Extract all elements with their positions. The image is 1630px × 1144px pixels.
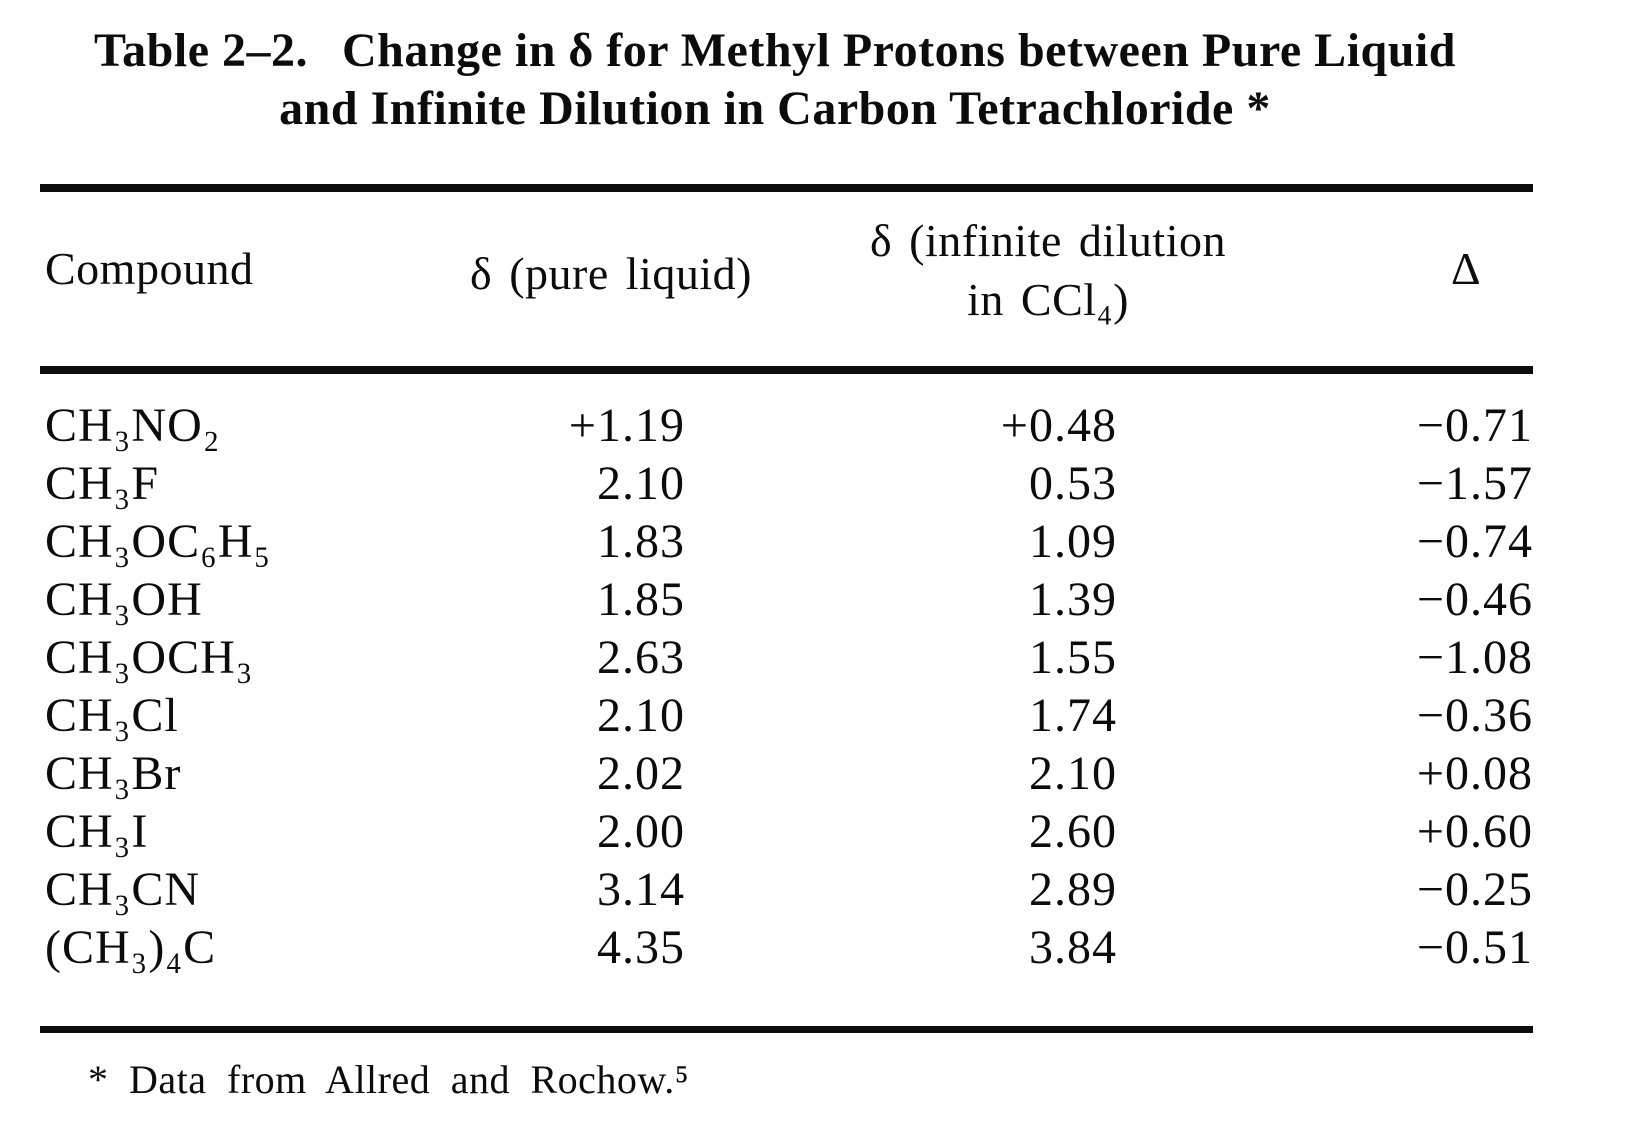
header-pure-liquid: δ (pure liquid) xyxy=(470,248,752,299)
delta-cell: −0.36 xyxy=(1416,688,1533,742)
table-row: CH₃OH 1.85 1.39 −0.46 xyxy=(40,570,1533,628)
delta-cell: −0.74 xyxy=(1416,514,1533,568)
table-row: CH₃Br 2.02 2.10 +0.08 xyxy=(40,744,1533,802)
table-row: CH₃Cl 2.10 1.74 −0.36 xyxy=(40,686,1533,744)
delta-cell: −0.71 xyxy=(1416,398,1533,452)
pure-liquid-cell: 2.10 xyxy=(597,688,685,742)
header-infinite-dilution-line2: in CCl₄) xyxy=(967,274,1129,325)
delta-cell: −0.46 xyxy=(1416,572,1533,626)
table-row: CH₃CN 3.14 2.89 −0.25 xyxy=(40,860,1533,918)
pure-liquid-cell: +1.19 xyxy=(568,398,685,452)
compound-cell: CH₃OC₆H₅ xyxy=(45,514,272,568)
header-infinite-dilution: δ (infinite dilution in CCl₄) xyxy=(870,211,1226,329)
delta-cell: +0.08 xyxy=(1416,746,1533,800)
pure-liquid-cell: 1.85 xyxy=(597,572,685,626)
compound-cell: (CH₃)₄C xyxy=(45,920,217,974)
infinite-dilution-cell: 2.60 xyxy=(1029,804,1117,858)
compound-cell: CH₃F xyxy=(45,456,160,510)
delta-cell: −0.25 xyxy=(1416,862,1533,916)
pure-liquid-cell: 4.35 xyxy=(597,920,685,974)
table-title-line2: and Infinite Dilution in Carbon Tetrachl… xyxy=(279,82,1271,135)
pure-liquid-cell: 2.02 xyxy=(597,746,685,800)
compound-cell: CH₃CN xyxy=(45,862,201,916)
table-title: Table 2–2. Change in δ for Methyl Protons… xyxy=(20,22,1530,138)
infinite-dilution-cell: 2.10 xyxy=(1029,746,1117,800)
table-row: CH₃I 2.00 2.60 +0.60 xyxy=(40,802,1533,860)
compound-cell: CH₃I xyxy=(45,804,149,858)
header-infinite-dilution-line1: δ (infinite dilution xyxy=(870,215,1226,266)
delta-cell: −1.08 xyxy=(1416,630,1533,684)
table-row: CH₃OC₆H₅ 1.83 1.09 −0.74 xyxy=(40,512,1533,570)
table-row: CH₃OCH₃ 2.63 1.55 −1.08 xyxy=(40,628,1533,686)
compound-cell: CH₃NO₂ xyxy=(45,398,221,452)
table-row: CH₃F 2.10 0.53 −1.57 xyxy=(40,454,1533,512)
pure-liquid-cell: 2.00 xyxy=(597,804,685,858)
compound-cell: CH₃Cl xyxy=(45,688,179,742)
compound-cell: CH₃OCH₃ xyxy=(45,630,254,684)
table-body: CH₃NO₂ +1.19 +0.48 −0.71 CH₃F 2.10 0.53 … xyxy=(40,396,1533,976)
infinite-dilution-cell: 0.53 xyxy=(1029,456,1117,510)
table-row: CH₃NO₂ +1.19 +0.48 −0.71 xyxy=(40,396,1533,454)
infinite-dilution-cell: 3.84 xyxy=(1029,920,1117,974)
header-rule xyxy=(40,366,1533,374)
pure-liquid-cell: 1.83 xyxy=(597,514,685,568)
delta-cell: −0.51 xyxy=(1416,920,1533,974)
table-title-line1: Table 2–2. Change in δ for Methyl Protons… xyxy=(20,22,1530,80)
infinite-dilution-cell: 1.39 xyxy=(1029,572,1117,626)
compound-cell: CH₃Br xyxy=(45,746,182,800)
header-delta: Δ xyxy=(1450,243,1482,294)
pure-liquid-cell: 2.10 xyxy=(597,456,685,510)
footnote: * Data from Allred and Rochow.⁵ xyxy=(88,1057,690,1102)
table-row: (CH₃)₄C 4.35 3.84 −0.51 xyxy=(40,918,1533,976)
pure-liquid-cell: 2.63 xyxy=(597,630,685,684)
pure-liquid-cell: 3.14 xyxy=(597,862,685,916)
delta-cell: −1.57 xyxy=(1416,456,1533,510)
infinite-dilution-cell: +0.48 xyxy=(1000,398,1117,452)
compound-cell: CH₃OH xyxy=(45,572,203,626)
top-rule xyxy=(40,184,1533,192)
infinite-dilution-cell: 2.89 xyxy=(1029,862,1117,916)
infinite-dilution-cell: 1.09 xyxy=(1029,514,1117,568)
bottom-rule xyxy=(40,1026,1533,1033)
delta-cell: +0.60 xyxy=(1416,804,1533,858)
infinite-dilution-cell: 1.74 xyxy=(1029,688,1117,742)
table-number-label: Table 2–2. xyxy=(94,24,308,77)
infinite-dilution-cell: 1.55 xyxy=(1029,630,1117,684)
header-compound: Compound xyxy=(45,243,254,294)
table-title-text: Change in δ for Methyl Protons between P… xyxy=(342,24,1456,77)
